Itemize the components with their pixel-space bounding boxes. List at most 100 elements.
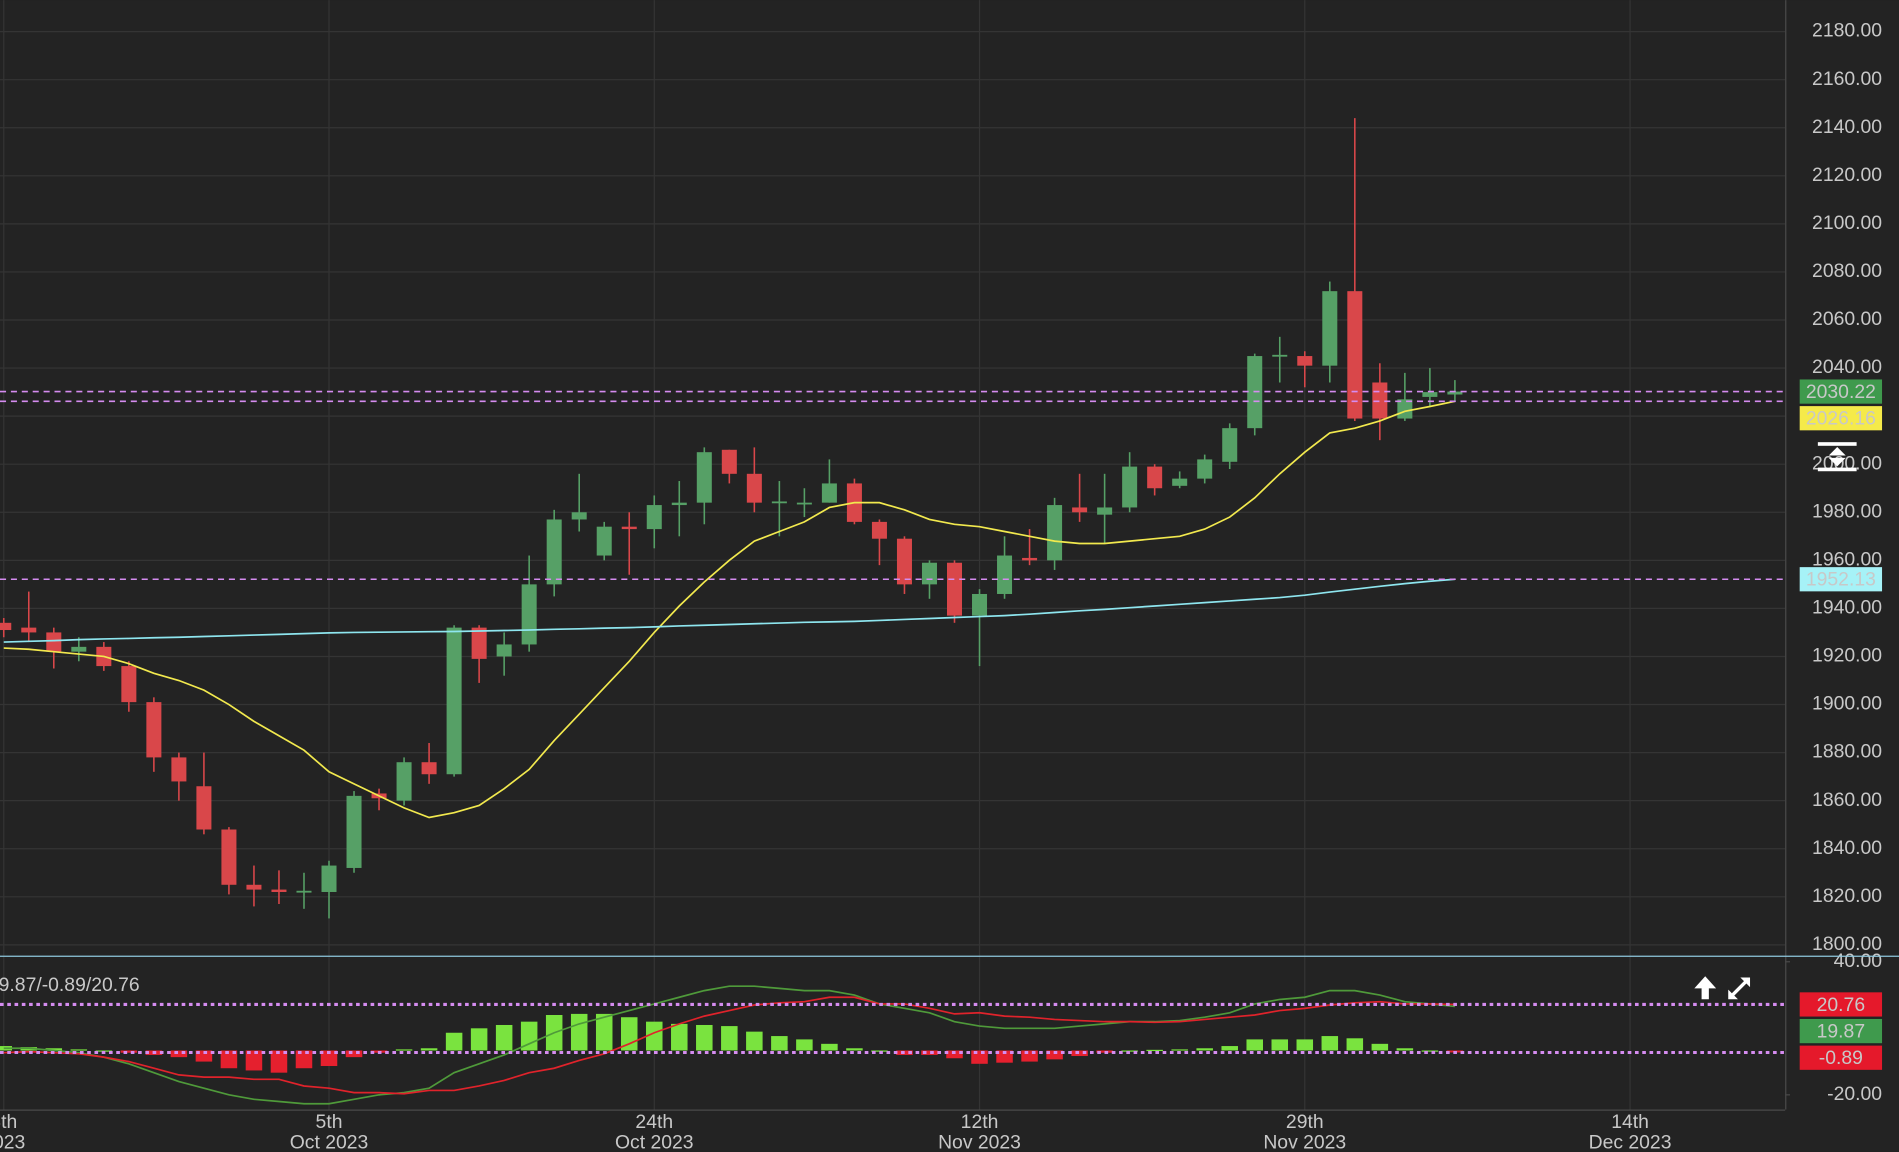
histogram-bar [270, 1050, 288, 1073]
candle-body [771, 501, 787, 504]
candle-body [571, 512, 587, 520]
price-label-box [1799, 1045, 1883, 1070]
y-tick-label: -20.00 [1827, 1083, 1882, 1105]
price-label-box [1799, 406, 1883, 431]
y-tick-label: 1880.00 [1812, 741, 1882, 763]
histogram-bar [1421, 1050, 1439, 1052]
x-tick-sublabel: Oct 2023 [290, 1132, 369, 1152]
handle-arrows [1828, 447, 1846, 467]
histogram-bar [70, 1049, 88, 1051]
candle-body [271, 889, 287, 892]
y-tick-label: 2060.00 [1812, 308, 1882, 330]
candle-body [1272, 354, 1288, 357]
y-tick-label: 2080.00 [1812, 260, 1882, 282]
price-label: -0.89 [1819, 1047, 1863, 1069]
candle-body [621, 526, 637, 530]
candle-body [146, 702, 162, 758]
histogram-bar [195, 1050, 213, 1062]
y-tick-label: 40.00 [1834, 950, 1883, 972]
candle-body [321, 865, 337, 892]
candle-body [121, 666, 137, 703]
candle-body [1097, 507, 1113, 515]
histogram-bar [595, 1013, 613, 1051]
histogram-bar [120, 1050, 138, 1053]
histogram-bar [921, 1050, 938, 1055]
y-tick-label: 2140.00 [1812, 116, 1882, 138]
candle-body [546, 519, 562, 585]
candle-body [1122, 466, 1138, 508]
move-up-button[interactable] [1694, 976, 1717, 1000]
candle-body [946, 562, 963, 616]
y-tick-label: 1800.00 [1812, 933, 1882, 955]
histogram-bar [520, 1021, 538, 1051]
y-tick-label: 2040.00 [1812, 356, 1882, 378]
candle-body [646, 505, 662, 530]
histogram-bar [671, 1023, 688, 1051]
histogram-bar [846, 1048, 863, 1051]
x-tick-label: 14th [1611, 1111, 1649, 1133]
indicator-line [3, 400, 1456, 819]
histogram-bar [470, 1028, 488, 1051]
x-tick-label: 29th [1286, 1111, 1324, 1133]
candle-body [46, 632, 62, 652]
candle-body [1047, 505, 1063, 561]
x-tick-sublabel: 2023 [0, 1132, 25, 1152]
histogram-bar [295, 1050, 313, 1069]
candle-body [1072, 507, 1088, 513]
histogram-bar [796, 1039, 813, 1051]
price-label: 2030.22 [1806, 381, 1876, 403]
histogram-bar [1346, 1038, 1364, 1051]
x-tick-label: 12th [961, 1111, 999, 1133]
histogram-bar [445, 1032, 463, 1051]
histogram-bar [771, 1036, 788, 1051]
expand-button[interactable] [1728, 977, 1751, 1000]
histogram-bar [996, 1050, 1013, 1063]
histogram-bar [345, 1050, 363, 1058]
candle-body [521, 584, 537, 645]
histogram-bar [45, 1048, 63, 1051]
handle-bar [1817, 467, 1857, 472]
candle-body [721, 449, 737, 474]
candle-body [921, 562, 937, 585]
histogram-bar [1021, 1050, 1038, 1062]
y-tick-label: 2100.00 [1812, 212, 1882, 234]
candle-body [1147, 466, 1163, 489]
histogram-bar [1321, 1036, 1339, 1051]
y-tick-label: 1920.00 [1812, 645, 1882, 667]
histogram-bar [646, 1021, 663, 1051]
histogram-bar [721, 1026, 738, 1051]
histogram-bar [1271, 1039, 1289, 1051]
y-tick-label: 1820.00 [1812, 885, 1882, 907]
histogram-bar [821, 1043, 838, 1051]
candle-body [696, 452, 712, 503]
histogram-bar [1246, 1039, 1263, 1051]
candle-body [246, 884, 262, 890]
x-tick-sublabel: Dec 2023 [1589, 1132, 1672, 1152]
x-tick-label: 24th [635, 1111, 673, 1133]
candle-body [1172, 478, 1188, 486]
candle-body [171, 757, 187, 782]
price-label: 1952.13 [1806, 569, 1876, 591]
y-tick-label: 2120.00 [1812, 164, 1882, 186]
histogram-bar [570, 1013, 588, 1051]
candle-body [746, 473, 762, 503]
candle-body [896, 538, 912, 585]
histogram-bar [320, 1050, 338, 1067]
price-label: 20.76 [1817, 994, 1865, 1016]
x-tick-sublabel: Nov 2023 [1263, 1132, 1346, 1152]
histogram-bar [395, 1049, 413, 1051]
y-tick-label: 2180.00 [1812, 20, 1882, 42]
scale-handle[interactable] [1817, 442, 1857, 472]
candle-body [71, 646, 87, 652]
candle-body [1297, 356, 1313, 366]
candle-body [496, 644, 512, 657]
price-label: 2026.16 [1806, 408, 1876, 430]
candle-body [1222, 428, 1238, 462]
y-tick-label: 1900.00 [1812, 693, 1882, 715]
indicator-line [3, 578, 1455, 643]
candle-body [871, 521, 887, 539]
y-tick-label: 1940.00 [1812, 597, 1882, 619]
candle-body [196, 786, 212, 830]
histogram-bar [1171, 1049, 1188, 1051]
